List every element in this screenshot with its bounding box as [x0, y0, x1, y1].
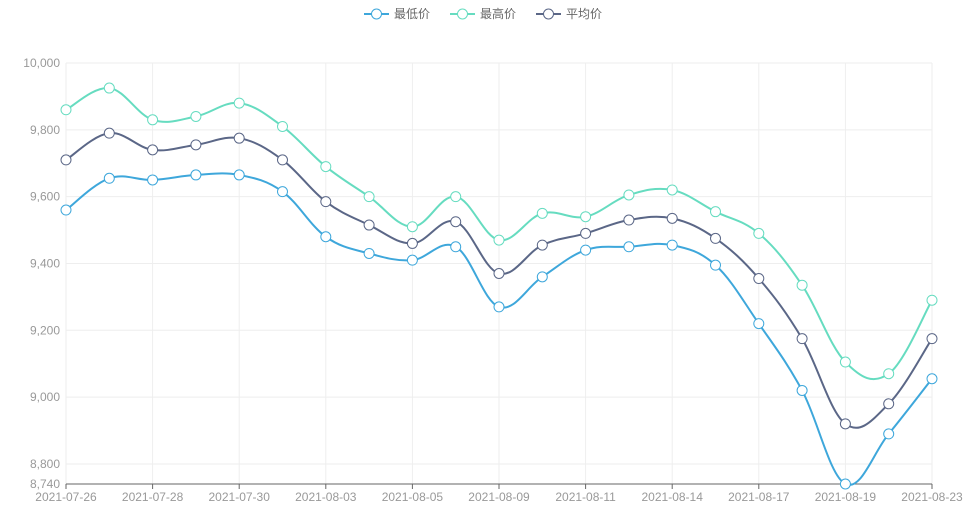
data-point[interactable]: [406, 237, 418, 249]
x-tick-label: 2021-08-14: [642, 490, 704, 504]
data-point[interactable]: [190, 139, 202, 151]
data-point[interactable]: [277, 120, 288, 132]
data-point[interactable]: [493, 234, 505, 246]
data-point[interactable]: [450, 241, 462, 253]
data-point[interactable]: [147, 144, 159, 156]
x-tick-label: 2021-07-28: [122, 490, 184, 504]
data-point[interactable]: [710, 206, 721, 218]
data-point[interactable]: [883, 398, 895, 410]
data-point[interactable]: [580, 227, 592, 239]
data-point[interactable]: [320, 231, 332, 243]
y-tick-label: 9,600: [30, 190, 60, 204]
data-point[interactable]: [363, 247, 375, 259]
data-point[interactable]: [190, 110, 202, 122]
data-point[interactable]: [103, 82, 115, 94]
data-point[interactable]: [796, 384, 808, 396]
data-point[interactable]: [493, 301, 505, 313]
legend-item-1[interactable]: 最高价: [450, 6, 516, 21]
data-point[interactable]: [363, 191, 375, 203]
data-point[interactable]: [450, 191, 462, 203]
legend-marker: [543, 8, 554, 20]
data-point[interactable]: [623, 241, 635, 253]
y-axis-ticks: 8,740 8,800 9,000 9,200 9,400 9,600 9,800 10,00…: [23, 56, 60, 491]
axes: [65, 483, 933, 489]
data-point[interactable]: [147, 114, 159, 126]
data-point[interactable]: [926, 294, 938, 306]
legend[interactable]: 最低价 最高价 平均价: [364, 6, 602, 21]
legend-item-0[interactable]: 最低价: [364, 7, 430, 21]
data-point[interactable]: [406, 254, 418, 266]
data-point[interactable]: [623, 189, 635, 201]
y-tick-label: 10,000: [23, 56, 60, 70]
legend-item-2[interactable]: 平均价: [536, 7, 602, 21]
y-tick-label: 8,800: [30, 457, 60, 471]
y-tick-label: 9,800: [30, 123, 60, 137]
data-point[interactable]: [753, 273, 765, 285]
data-point[interactable]: [450, 216, 462, 228]
data-point[interactable]: [60, 204, 72, 216]
data-point[interactable]: [796, 333, 808, 345]
x-tick-label: 2021-08-05: [382, 490, 444, 504]
data-point[interactable]: [190, 169, 202, 181]
data-point[interactable]: [60, 104, 72, 116]
data-point[interactable]: [320, 196, 332, 208]
data-point[interactable]: [536, 271, 548, 283]
data-point[interactable]: [710, 232, 721, 244]
x-tick-label: 2021-07-26: [35, 490, 97, 504]
legend-marker: [371, 8, 382, 20]
data-point[interactable]: [839, 418, 851, 430]
data-point[interactable]: [580, 211, 592, 223]
data-point[interactable]: [277, 186, 288, 198]
data-point[interactable]: [233, 132, 245, 144]
legend-label: 最低价: [394, 7, 430, 21]
data-point[interactable]: [839, 356, 851, 368]
data-point[interactable]: [926, 373, 938, 385]
y-tick-label: 9,000: [30, 390, 60, 404]
data-point[interactable]: [493, 268, 505, 279]
x-tick-label: 2021-08-09: [468, 490, 530, 504]
x-tick-label: 2021-08-23: [901, 490, 963, 504]
data-point[interactable]: [320, 161, 332, 173]
data-point[interactable]: [277, 154, 288, 166]
data-point[interactable]: [233, 97, 245, 109]
data-point[interactable]: [666, 239, 678, 251]
data-point[interactable]: [883, 368, 895, 380]
data-point[interactable]: [60, 154, 72, 166]
x-tick-label: 2021-08-11: [555, 490, 616, 504]
legend-marker: [457, 8, 468, 20]
data-point[interactable]: [796, 279, 808, 291]
data-point[interactable]: [666, 212, 678, 224]
x-tick-label: 2021-07-30: [209, 490, 271, 504]
series-points: [60, 82, 938, 490]
data-point[interactable]: [406, 221, 418, 233]
data-point[interactable]: [753, 318, 765, 330]
legend-label: 平均价: [566, 7, 602, 21]
data-point[interactable]: [926, 333, 938, 345]
data-point[interactable]: [753, 227, 765, 239]
x-tick-label: 2021-08-03: [295, 490, 357, 504]
y-tick-label: 9,400: [30, 256, 60, 270]
data-point[interactable]: [883, 428, 895, 440]
data-point[interactable]: [363, 219, 375, 231]
data-point[interactable]: [580, 244, 592, 256]
y-tick-label: 8,740: [30, 477, 60, 491]
x-tick-label: 2021-08-17: [728, 490, 790, 504]
data-point[interactable]: [710, 259, 721, 271]
data-point[interactable]: [666, 184, 678, 196]
y-tick-label: 9,200: [30, 323, 60, 337]
data-point[interactable]: [839, 478, 851, 490]
legend-label: 最高价: [480, 6, 516, 21]
data-point[interactable]: [147, 174, 159, 186]
data-point[interactable]: [233, 169, 245, 181]
data-point[interactable]: [103, 127, 115, 139]
data-point[interactable]: [103, 172, 115, 184]
data-point[interactable]: [536, 207, 548, 219]
data-point[interactable]: [623, 214, 635, 226]
data-point[interactable]: [536, 239, 548, 251]
x-axis-ticks: 2021-07-26 2021-07-28 2021-07-30 2021-08-03…: [35, 490, 963, 504]
x-tick-label: 2021-08-19: [815, 490, 877, 504]
